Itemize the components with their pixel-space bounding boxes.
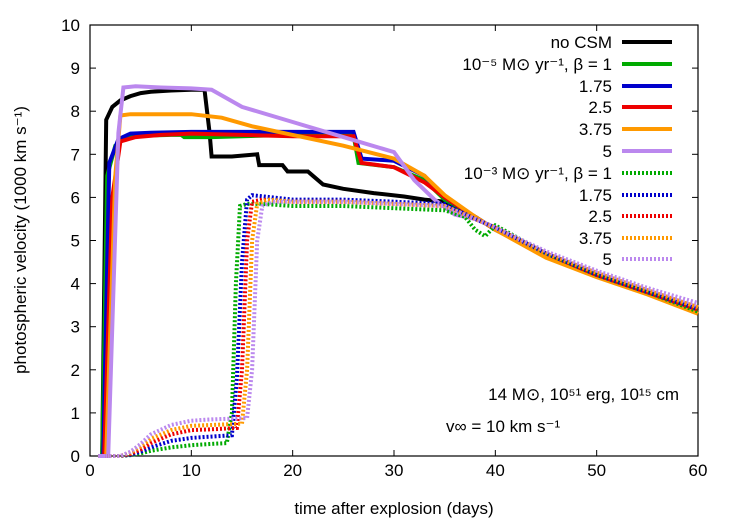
legend-header-group_b: 10⁻³ M⊙ yr⁻¹, β = 1 xyxy=(464,164,612,183)
series-line-dotted-1 xyxy=(105,201,699,458)
legend-label: 1.75 xyxy=(579,77,612,96)
x-tick-label: 0 xyxy=(85,461,94,480)
series-lines xyxy=(98,84,699,458)
x-tick-label: 40 xyxy=(486,461,505,480)
legend-label: 5 xyxy=(603,250,612,269)
y-tick-label: 9 xyxy=(71,59,80,78)
y-tick-label: 7 xyxy=(71,145,80,164)
x-tick-label: 50 xyxy=(587,461,606,480)
y-tick-label: 10 xyxy=(61,16,80,35)
legend-header-group_a: 10⁻⁵ M⊙ yr⁻¹, β = 1 xyxy=(462,55,612,74)
x-tick-label: 60 xyxy=(689,461,708,480)
y-tick-label: 5 xyxy=(71,232,80,251)
y-tick-label: 6 xyxy=(71,188,80,207)
legend-label: no CSM xyxy=(551,33,612,52)
legend-label: 2.5 xyxy=(588,207,612,226)
y-tick-label: 8 xyxy=(71,102,80,121)
legend-label: 5 xyxy=(603,142,612,161)
annotation-line2: v∞ = 10 km s⁻¹ xyxy=(446,417,560,436)
x-tick-label: 20 xyxy=(283,461,302,480)
y-tick-label: 0 xyxy=(71,447,80,466)
series-line-dotted-3-75 xyxy=(105,197,699,458)
legend: no CSM 10⁻⁵ M⊙ yr⁻¹, β = 1 1.75 2.5 3.75 5 10⁻… xyxy=(462,33,672,269)
series-line-dotted-1-75 xyxy=(105,193,699,458)
series-line-dotted-5 xyxy=(105,199,699,458)
series-line-dotted-2-5 xyxy=(105,197,699,458)
legend-label: 1.75 xyxy=(579,186,612,205)
x-axis-label: time after explosion (days) xyxy=(294,499,493,518)
y-tick-label: 3 xyxy=(71,318,80,337)
ticks: 0 10 20 30 40 50 60 0 1 2 3 4 5 6 7 8 9 10 xyxy=(61,16,707,480)
y-tick-label: 2 xyxy=(71,361,80,380)
legend-label: 2.5 xyxy=(588,98,612,117)
y-tick-label: 4 xyxy=(71,275,80,294)
legend-label: 3.75 xyxy=(579,229,612,248)
x-tick-label: 30 xyxy=(385,461,404,480)
annotation-line1: 14 M⊙, 10⁵¹ erg, 10¹⁵ cm xyxy=(488,385,679,404)
y-axis-label: photospheric velocity (1000 km s⁻¹) xyxy=(11,106,30,374)
y-tick-label: 1 xyxy=(71,404,80,423)
x-tick-label: 10 xyxy=(182,461,201,480)
series-line-1 xyxy=(98,132,699,458)
legend-label: 3.75 xyxy=(579,120,612,139)
